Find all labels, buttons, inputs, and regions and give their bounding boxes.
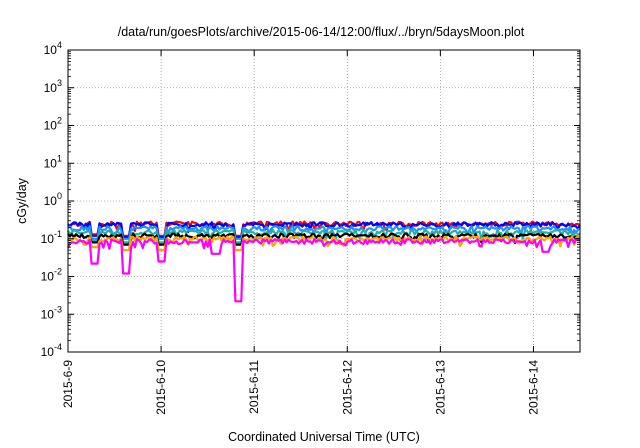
x-axis-label: Coordinated Universal Time (UTC) (228, 430, 420, 444)
x-tick-label: 2015-6-12 (340, 360, 354, 415)
x-tick-label: 2015-6-11 (247, 360, 261, 414)
y-tick-label: 103 (44, 78, 62, 95)
y-tick-label: 104 (44, 40, 62, 57)
y-tick-label: 101 (44, 153, 62, 170)
x-tick-label: 2015-6-9 (61, 360, 75, 408)
y-tick-label: 10-3 (41, 304, 62, 321)
y-tick-label: 102 (44, 116, 62, 133)
x-tick-label: 2015-6-13 (433, 360, 447, 415)
y-tick-label: 10-2 (41, 267, 62, 284)
chart-title: /data/run/goesPlots/archive/2015-06-14/1… (118, 25, 525, 39)
y-tick-label: 100 (44, 191, 62, 208)
grid (68, 50, 580, 352)
series-line (67, 221, 581, 239)
x-axis: 2015-6-9 2015-6-10 2015-6-11 2015-6-12 2015-… (61, 50, 540, 415)
series-line (67, 228, 581, 244)
series-line (67, 225, 581, 240)
y-tick-label: 10-1 (41, 229, 62, 246)
x-tick-label: 2015-6-14 (526, 360, 540, 415)
y-axis: 10-4 10-3 10-2 10-1 100 101 102 103 104 (41, 40, 580, 359)
y-axis-label: cGy/day (15, 177, 29, 224)
x-tick-label: 2015-6-10 (154, 360, 168, 415)
series-group (67, 220, 581, 303)
y-tick-label: 10-4 (41, 342, 62, 359)
series-line (67, 238, 581, 303)
